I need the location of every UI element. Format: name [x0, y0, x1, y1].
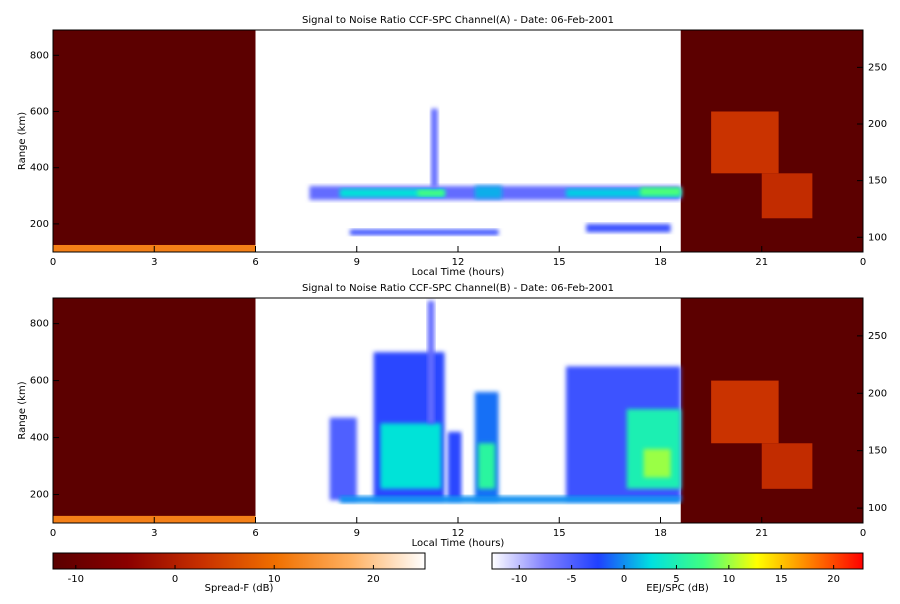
colorbar-label: Spread-F (dB) [205, 583, 274, 594]
heat-cell [643, 448, 671, 478]
x-tick-label: 21 [755, 528, 768, 539]
colorbar-tick-label: 10 [268, 574, 281, 585]
colorbar [52, 552, 426, 570]
x-tick-label: 6 [252, 257, 258, 268]
heat-cell [350, 229, 499, 236]
y-tick-label: 800 [30, 50, 49, 61]
y2-tick-label: 100 [868, 503, 887, 514]
heat-cell [566, 188, 681, 198]
heat-cell [711, 111, 779, 174]
colorbar-tick-label: 15 [775, 574, 788, 585]
colorbar-tick-label: 20 [367, 574, 380, 585]
x-tick-label: 3 [151, 257, 157, 268]
y2-tick-label: 150 [868, 446, 887, 457]
heat-cell [640, 187, 681, 196]
colorbar-label: EEJ/SPC (dB) [646, 583, 709, 594]
y2-tick-label: 250 [868, 62, 887, 73]
x-tick-label: 9 [354, 257, 360, 268]
chart-title: Signal to Noise Ratio CCF-SPC Channel(B)… [302, 283, 614, 294]
y-tick-label: 600 [30, 106, 49, 117]
heat-cell [711, 380, 779, 444]
colorbar-tick-label: -5 [567, 574, 577, 585]
y-tick-label: 200 [30, 219, 49, 230]
heat-cell [53, 30, 256, 252]
x-tick-label: 12 [452, 257, 465, 268]
colorbar-tick-label: 10 [722, 574, 735, 585]
x-tick-label: 15 [553, 257, 566, 268]
x-tick-label: 3 [151, 528, 157, 539]
x-tick-label: 9 [354, 528, 360, 539]
y2-tick-label: 100 [868, 232, 887, 243]
x-axis-label: Local Time (hours) [412, 267, 505, 278]
y2-tick-label: 150 [868, 176, 887, 187]
heat-cell [586, 223, 671, 233]
colorbar [491, 552, 864, 570]
y-tick-label: 200 [30, 490, 49, 501]
x-tick-label: 0 [860, 528, 866, 539]
colorbar-tick-label: 5 [673, 574, 679, 585]
heat-cell [447, 431, 462, 501]
heat-cell [53, 298, 256, 523]
x-tick-label: 6 [252, 528, 258, 539]
x-tick-label: 12 [452, 528, 465, 539]
chart-title: Signal to Noise Ratio CCF-SPC Channel(A)… [302, 15, 614, 26]
y-axis-label: Range (km) [17, 112, 28, 170]
heat-cell [478, 443, 496, 489]
heat-cell [329, 417, 357, 501]
colorbar-tick-label: -10 [511, 574, 527, 585]
colorbar-tick-label: -10 [68, 574, 84, 585]
y2-tick-label: 200 [868, 388, 887, 399]
colorbar-tick-label: 0 [621, 574, 627, 585]
y2-tick-label: 200 [868, 119, 887, 130]
x-tick-label: 0 [860, 257, 866, 268]
x-tick-label: 0 [50, 257, 56, 268]
x-tick-label: 21 [755, 257, 768, 268]
x-axis-label: Local Time (hours) [412, 538, 505, 549]
heat-cell [761, 173, 813, 219]
y-tick-label: 600 [30, 376, 49, 387]
y-tick-label: 800 [30, 319, 49, 330]
heat-cell [431, 108, 438, 188]
heatmap-area [53, 298, 863, 523]
heat-cell [380, 423, 442, 489]
heat-cell [339, 188, 445, 198]
x-tick-label: 18 [654, 257, 667, 268]
y-tick-label: 400 [30, 433, 49, 444]
heatmap-area [53, 30, 863, 252]
x-tick-label: 0 [50, 528, 56, 539]
y-axis-label: Range (km) [17, 381, 28, 439]
heat-cell [761, 443, 813, 489]
heat-cell [339, 495, 681, 504]
colorbar-tick-label: 0 [172, 574, 178, 585]
heat-cell [427, 300, 435, 424]
x-tick-label: 15 [553, 528, 566, 539]
y-tick-label: 400 [30, 163, 49, 174]
colorbar-tick-label: 20 [827, 574, 840, 585]
heat-cell [474, 185, 502, 199]
y2-tick-label: 250 [868, 331, 887, 342]
heat-cell [417, 190, 445, 196]
x-tick-label: 18 [654, 528, 667, 539]
